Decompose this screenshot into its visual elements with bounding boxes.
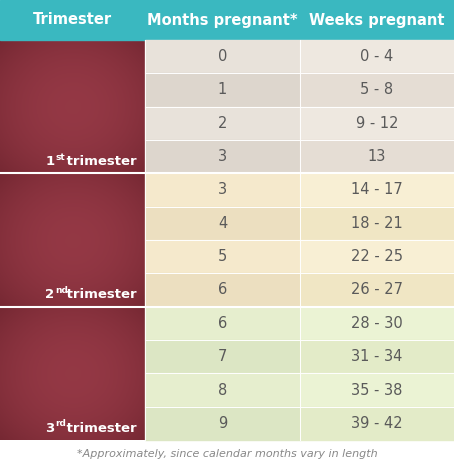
Bar xyxy=(145,307,300,340)
Text: 13: 13 xyxy=(368,149,386,164)
Bar xyxy=(145,173,300,207)
Text: 2: 2 xyxy=(45,288,54,301)
Text: 39 - 42: 39 - 42 xyxy=(351,416,403,431)
Bar xyxy=(300,0,454,40)
Bar xyxy=(145,240,300,273)
Bar xyxy=(145,40,300,73)
Text: 6: 6 xyxy=(218,283,227,298)
Text: 0 - 4: 0 - 4 xyxy=(360,49,394,64)
Text: 9: 9 xyxy=(218,416,227,431)
Bar xyxy=(300,107,454,140)
Text: Trimester: Trimester xyxy=(33,13,112,28)
Bar xyxy=(300,373,454,407)
Bar xyxy=(300,273,454,307)
Bar xyxy=(145,273,300,307)
Bar xyxy=(145,207,300,240)
Text: 31 - 34: 31 - 34 xyxy=(351,349,403,364)
Text: *Approximately, since calendar months vary in length: *Approximately, since calendar months va… xyxy=(77,449,377,459)
Bar xyxy=(300,407,454,440)
Text: 1: 1 xyxy=(218,82,227,97)
Text: trimester: trimester xyxy=(63,422,137,434)
Bar xyxy=(300,40,454,73)
Text: 8: 8 xyxy=(218,382,227,397)
Bar xyxy=(145,140,300,173)
Bar xyxy=(300,207,454,240)
Text: 9 - 12: 9 - 12 xyxy=(356,116,398,131)
Bar xyxy=(145,73,300,107)
Text: 5 - 8: 5 - 8 xyxy=(360,82,394,97)
Text: 3: 3 xyxy=(218,149,227,164)
Text: 6: 6 xyxy=(218,316,227,331)
Bar xyxy=(145,407,300,440)
Text: st: st xyxy=(55,153,65,162)
Text: 5: 5 xyxy=(218,249,227,264)
Bar xyxy=(300,340,454,373)
Text: 7: 7 xyxy=(218,349,227,364)
Text: Weeks pregnant: Weeks pregnant xyxy=(309,13,445,28)
Text: 28 - 30: 28 - 30 xyxy=(351,316,403,331)
Text: 2: 2 xyxy=(218,116,227,131)
Text: 4: 4 xyxy=(218,216,227,231)
Bar xyxy=(300,240,454,273)
Text: 3: 3 xyxy=(45,422,54,434)
Text: trimester: trimester xyxy=(63,288,137,301)
Text: trimester: trimester xyxy=(63,155,137,168)
Text: 26 - 27: 26 - 27 xyxy=(351,283,403,298)
Text: Months pregnant*: Months pregnant* xyxy=(147,13,298,28)
Bar xyxy=(0,0,145,40)
Bar xyxy=(145,0,300,40)
Text: 3: 3 xyxy=(218,183,227,197)
Text: 22 - 25: 22 - 25 xyxy=(351,249,403,264)
Bar xyxy=(300,73,454,107)
Bar xyxy=(145,107,300,140)
Bar xyxy=(300,173,454,207)
Text: nd: nd xyxy=(55,286,69,295)
Bar xyxy=(145,373,300,407)
Bar xyxy=(300,307,454,340)
Text: 1: 1 xyxy=(45,155,54,168)
Bar xyxy=(145,340,300,373)
Text: rd: rd xyxy=(55,419,66,429)
Text: 18 - 21: 18 - 21 xyxy=(351,216,403,231)
Bar xyxy=(300,140,454,173)
Text: 35 - 38: 35 - 38 xyxy=(351,382,403,397)
Text: 0: 0 xyxy=(218,49,227,64)
Text: 14 - 17: 14 - 17 xyxy=(351,183,403,197)
